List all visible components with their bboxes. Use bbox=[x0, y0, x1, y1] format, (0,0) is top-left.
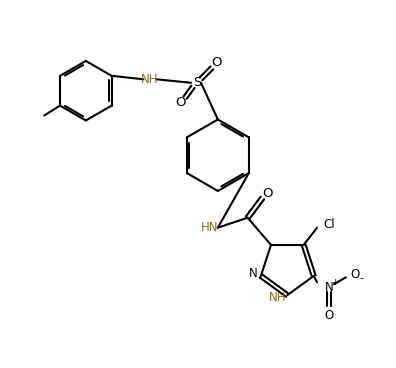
Text: NH: NH bbox=[268, 291, 286, 304]
Text: HN: HN bbox=[201, 221, 219, 234]
Text: -: - bbox=[360, 273, 364, 283]
Text: +: + bbox=[331, 278, 339, 287]
Text: Cl: Cl bbox=[323, 218, 335, 231]
Text: NH: NH bbox=[141, 73, 158, 86]
Text: O: O bbox=[211, 56, 222, 70]
Text: O: O bbox=[324, 309, 333, 322]
Text: N: N bbox=[249, 268, 257, 280]
Text: O: O bbox=[262, 187, 273, 201]
Text: O: O bbox=[175, 96, 185, 109]
Text: S: S bbox=[193, 76, 201, 89]
Text: O: O bbox=[350, 268, 360, 281]
Text: N: N bbox=[325, 281, 333, 294]
